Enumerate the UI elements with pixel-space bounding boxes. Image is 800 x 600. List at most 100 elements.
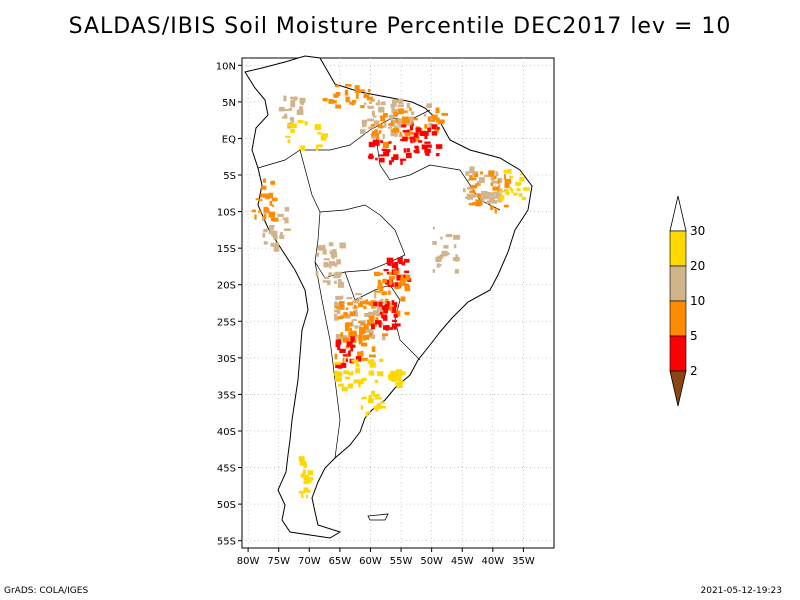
soil-moisture-cell bbox=[455, 256, 459, 262]
soil-moisture-cell bbox=[322, 249, 327, 255]
lat-tick-label: 40S bbox=[217, 427, 236, 438]
soil-moisture-cell bbox=[342, 357, 345, 363]
soil-moisture-cell bbox=[401, 124, 407, 128]
soil-moisture-cell bbox=[337, 281, 345, 288]
soil-moisture-cell bbox=[379, 157, 385, 163]
soil-moisture-cell bbox=[399, 257, 403, 263]
soil-moisture-cell bbox=[367, 398, 374, 404]
soil-moisture-cell bbox=[336, 259, 341, 265]
soil-moisture-cell bbox=[478, 177, 485, 183]
soil-moisture-cell bbox=[290, 104, 295, 108]
soil-moisture-cell bbox=[489, 196, 495, 202]
soil-moisture-cell bbox=[393, 145, 397, 151]
soil-moisture-cell bbox=[334, 376, 342, 382]
soil-moisture-cell bbox=[500, 195, 505, 200]
soil-moisture-cell bbox=[424, 133, 428, 140]
soil-moisture-cell bbox=[399, 371, 406, 376]
soil-moisture-cell bbox=[455, 254, 458, 257]
soil-moisture-cell bbox=[358, 320, 361, 324]
soil-moisture-cell bbox=[395, 310, 401, 317]
soil-moisture-cell bbox=[393, 313, 398, 318]
soil-moisture-cell bbox=[378, 282, 382, 286]
soil-moisture-cell bbox=[369, 354, 376, 358]
soil-moisture-cell bbox=[322, 97, 328, 102]
soil-moisture-cell bbox=[272, 217, 279, 222]
soil-moisture-cell bbox=[422, 131, 429, 136]
soil-moisture-cell bbox=[303, 462, 307, 469]
soil-moisture-cell bbox=[360, 322, 365, 325]
soil-moisture-cell bbox=[425, 144, 432, 148]
soil-moisture-cell bbox=[283, 228, 291, 232]
soil-moisture-cell bbox=[356, 93, 359, 99]
soil-moisture-cell bbox=[426, 152, 430, 156]
soil-moisture-cell bbox=[261, 185, 267, 190]
soil-moisture-cell bbox=[395, 119, 399, 123]
soil-moisture-cell bbox=[371, 390, 376, 396]
soil-moisture-cell bbox=[392, 319, 398, 323]
soil-moisture-cell bbox=[384, 282, 392, 285]
soil-moisture-cell bbox=[418, 140, 423, 143]
soil-moisture-cell bbox=[443, 245, 449, 249]
soil-moisture-cell bbox=[328, 272, 333, 277]
soil-moisture-cell bbox=[398, 133, 403, 138]
soil-moisture-cell bbox=[393, 125, 398, 130]
soil-moisture-cell bbox=[337, 316, 344, 320]
soil-moisture-cell bbox=[398, 377, 402, 382]
soil-moisture-cell bbox=[368, 332, 373, 337]
soil-moisture-cell bbox=[354, 85, 358, 91]
soil-moisture-cell bbox=[274, 246, 280, 252]
soil-moisture-cell bbox=[387, 126, 392, 129]
soil-moisture-cell bbox=[467, 193, 474, 200]
soil-moisture-cell bbox=[354, 299, 360, 304]
soil-moisture-cell bbox=[378, 324, 382, 328]
soil-moisture-cell bbox=[404, 131, 409, 135]
soil-moisture-cell bbox=[301, 493, 304, 499]
soil-moisture-cell bbox=[409, 131, 414, 135]
soil-moisture-cell bbox=[358, 332, 365, 335]
soil-moisture-cell bbox=[373, 405, 381, 410]
soil-moisture-cell bbox=[356, 358, 362, 362]
soil-moisture-cell bbox=[493, 175, 497, 179]
soil-moisture-cell bbox=[263, 214, 267, 219]
soil-moisture-cell bbox=[400, 138, 404, 142]
soil-moisture-cell bbox=[299, 106, 302, 111]
soil-moisture-cell bbox=[465, 196, 468, 199]
soil-moisture-cell bbox=[462, 188, 466, 193]
soil-moisture-cell bbox=[453, 234, 461, 240]
soil-moisture-cell bbox=[300, 145, 306, 151]
soil-moisture-cell bbox=[307, 489, 311, 493]
soil-moisture-cell bbox=[388, 374, 395, 379]
soil-moisture-cell bbox=[378, 125, 384, 128]
soil-moisture-cell bbox=[339, 348, 346, 353]
soil-moisture-cell bbox=[480, 171, 484, 175]
soil-moisture-cell bbox=[345, 322, 353, 327]
soil-moisture-cell bbox=[391, 300, 395, 306]
soil-moisture-cell bbox=[367, 118, 374, 122]
soil-moisture-cell bbox=[375, 317, 379, 322]
soil-moisture-cell bbox=[374, 379, 379, 383]
colorbar-lower-arrow bbox=[669, 370, 687, 407]
soil-moisture-cell bbox=[392, 127, 400, 133]
soil-moisture-cell bbox=[480, 196, 485, 202]
soil-moisture-cell bbox=[404, 285, 411, 292]
soil-moisture-cell bbox=[366, 328, 373, 333]
soil-moisture-cell bbox=[489, 194, 496, 197]
soil-moisture-cell bbox=[388, 276, 396, 280]
soil-moisture-cell bbox=[263, 208, 270, 213]
soil-moisture-cell bbox=[270, 180, 276, 185]
soil-moisture-cell bbox=[329, 264, 332, 269]
soil-moisture-cell bbox=[385, 304, 390, 310]
soil-moisture-cell bbox=[341, 386, 348, 392]
soil-moisture-cell bbox=[368, 141, 375, 148]
soil-moisture-cell bbox=[486, 200, 492, 204]
soil-moisture-cell bbox=[297, 120, 304, 124]
soil-moisture-cell bbox=[436, 263, 440, 268]
soil-moisture-cell bbox=[445, 234, 453, 238]
soil-moisture-cell bbox=[337, 344, 341, 351]
soil-moisture-cell bbox=[335, 341, 339, 348]
soil-moisture-cell bbox=[290, 99, 296, 106]
soil-moisture-cell bbox=[387, 261, 390, 266]
soil-moisture-cell bbox=[503, 174, 506, 180]
soil-moisture-cell bbox=[362, 300, 366, 305]
lon-tick-label: 45W bbox=[451, 556, 474, 567]
